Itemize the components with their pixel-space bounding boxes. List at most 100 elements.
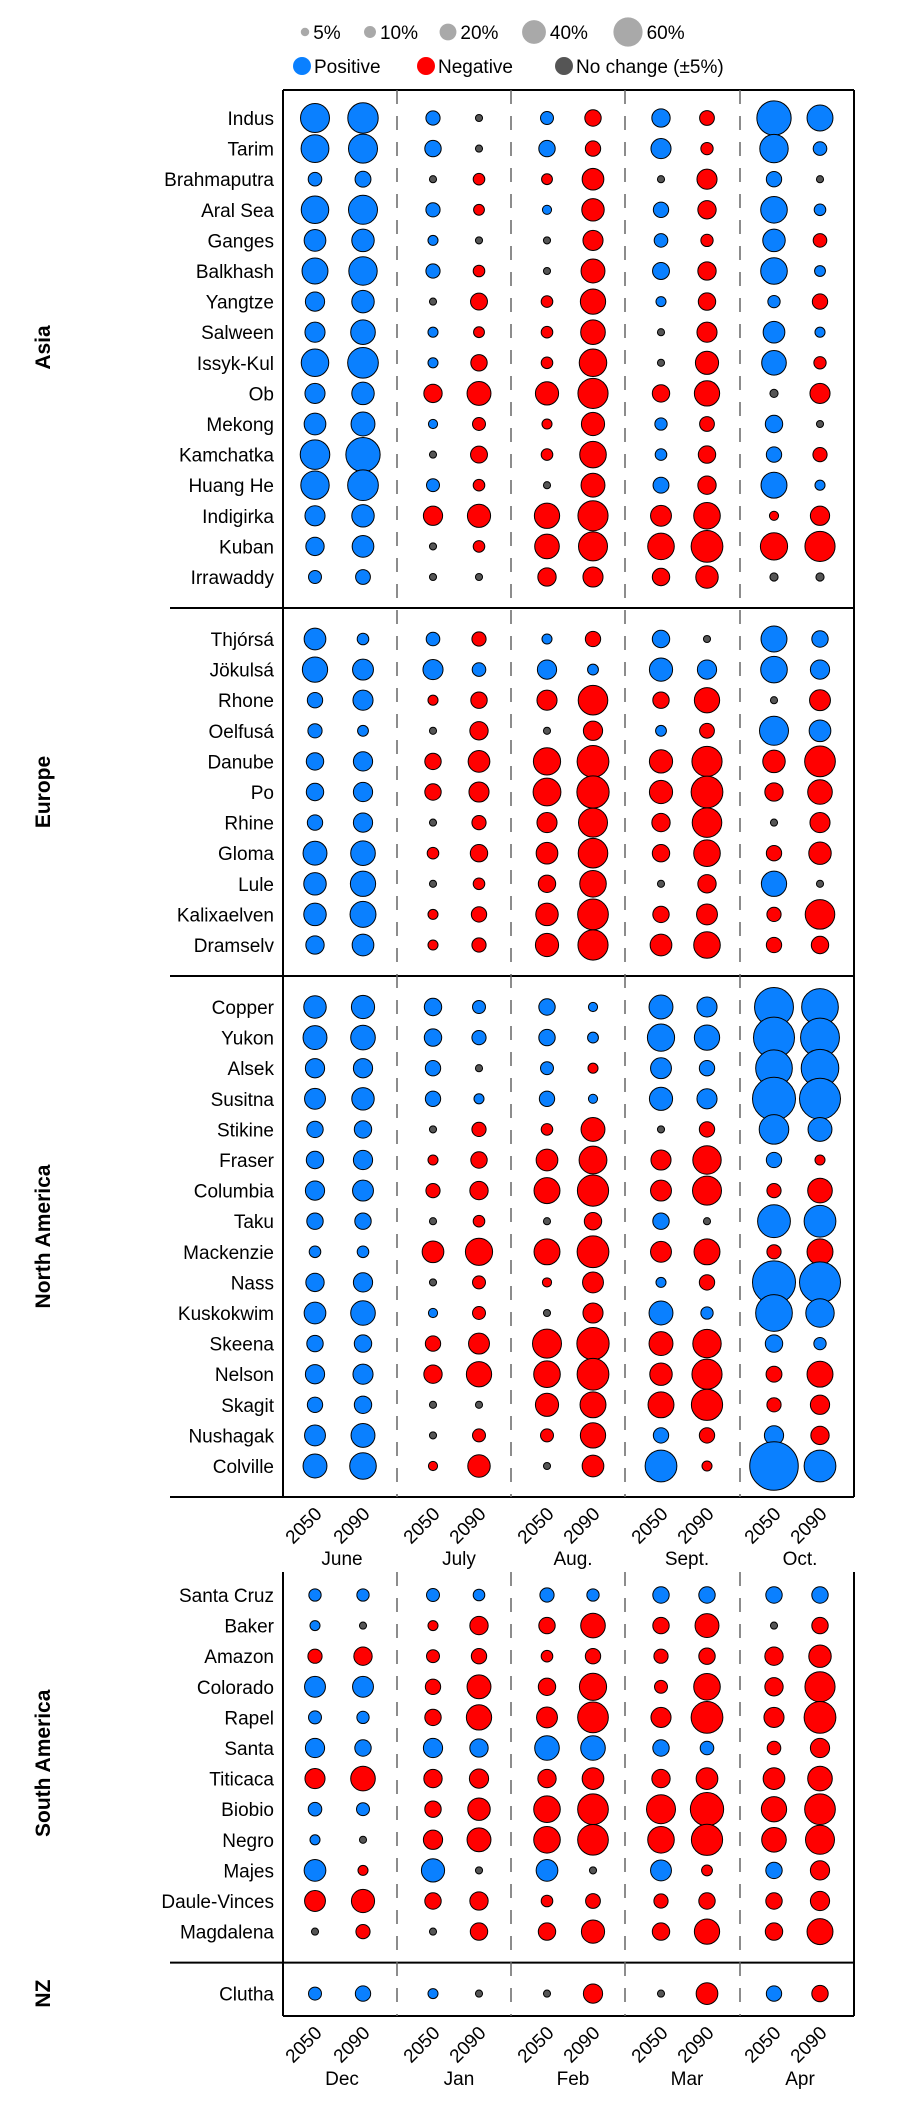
bubble: [759, 133, 789, 164]
bubble: [307, 1648, 323, 1664]
legend-size-swatch: [439, 23, 457, 41]
row-label: Colville: [213, 1457, 274, 1478]
bubble: [541, 633, 553, 645]
row-label: Fraser: [219, 1151, 275, 1172]
bubble: [693, 502, 721, 530]
bubble: [465, 1704, 493, 1731]
bubble: [576, 775, 610, 809]
bubble: [347, 102, 379, 134]
bubble: [693, 1673, 721, 1701]
bubble: [300, 470, 330, 500]
table-row: Thjórsá: [211, 625, 829, 653]
bubble: [470, 292, 488, 311]
bubble: [426, 846, 440, 860]
bubble: [766, 1182, 782, 1199]
bubble: [532, 747, 562, 776]
bubble: [472, 417, 486, 431]
bubble: [813, 203, 827, 217]
row-label: Oelfusá: [209, 722, 275, 743]
bubble: [577, 500, 609, 532]
bubble: [428, 450, 438, 459]
bubble: [427, 1620, 439, 1632]
bubble: [807, 1765, 833, 1792]
year-tick-label: 2090: [446, 1504, 491, 1549]
region-label: NZ: [32, 1979, 55, 2007]
year-tick-label: 2090: [787, 1504, 832, 1549]
bubble: [299, 439, 331, 470]
row-label: Ganges: [207, 231, 274, 252]
bubble: [579, 288, 607, 315]
bubble: [698, 1121, 716, 1138]
row-label: Huang He: [188, 476, 274, 497]
bubble: [350, 1765, 376, 1792]
row-label: Copper: [212, 998, 275, 1019]
bubble: [537, 874, 557, 893]
table-row: Tarim: [228, 133, 828, 164]
bubble: [356, 632, 370, 646]
bubble: [300, 103, 330, 133]
bubble: [350, 994, 376, 1020]
bubble: [541, 204, 553, 215]
table-row: Yangtze: [206, 288, 829, 315]
bubble: [471, 662, 487, 677]
bubble: [806, 1918, 834, 1946]
bubble: [428, 1400, 438, 1409]
bubble: [352, 1058, 374, 1079]
bubble: [653, 1893, 669, 1909]
region-label: South America: [32, 1689, 55, 1837]
bubble: [425, 110, 441, 126]
row-label: Daule-Vinces: [161, 1892, 274, 1913]
bubble: [580, 1919, 606, 1944]
bubble: [469, 721, 489, 741]
table-row: Mackenzie: [183, 1235, 834, 1269]
table-row: Colville: [213, 1441, 837, 1491]
year-tick-label: 2050: [514, 2023, 559, 2068]
bubble: [473, 326, 485, 339]
bubble: [806, 1238, 834, 1266]
bubble: [648, 749, 674, 774]
bubble: [647, 1826, 675, 1854]
table-row: Daule-Vinces: [161, 1888, 831, 1914]
bubble: [474, 1400, 484, 1409]
year-tick-label: 2050: [741, 1504, 786, 1549]
bubble: [350, 1422, 376, 1448]
month-label: Dec: [325, 2069, 359, 2090]
table-row: Stikine: [217, 1114, 833, 1145]
bubble: [697, 292, 717, 311]
bubble: [424, 1892, 442, 1910]
bubble: [466, 503, 492, 528]
year-tick-label: 2050: [400, 2023, 445, 2068]
legend-size-label: 40%: [550, 23, 588, 44]
row-label: Indigirka: [202, 507, 274, 528]
year-tick-label: 2050: [282, 2023, 327, 2068]
bubble: [428, 1927, 438, 1936]
bubble: [542, 266, 552, 276]
bubble: [646, 1794, 676, 1825]
row-label: Baker: [224, 1617, 274, 1638]
year-tick-label: 2050: [741, 2023, 786, 2068]
bubble: [700, 1306, 714, 1320]
bubble: [766, 1740, 782, 1756]
bubble: [423, 1028, 443, 1047]
bubble: [350, 411, 376, 437]
bubble: [581, 1454, 605, 1478]
bubble: [471, 1121, 487, 1138]
bubble: [768, 510, 780, 521]
bubble: [690, 530, 724, 563]
bubble: [653, 233, 669, 248]
bubble: [804, 745, 836, 778]
bubble: [576, 1235, 610, 1269]
bubble: [810, 1425, 830, 1446]
bubble: [472, 1588, 486, 1602]
bubble: [759, 715, 789, 746]
bubble: [422, 1737, 444, 1759]
chart-panels: Indus Tarim Brahmaputra Aral Sea Ganges Balkh…: [32, 89, 855, 2090]
bubble: [470, 1648, 488, 1665]
bubble: [542, 236, 552, 245]
bubble: [349, 900, 377, 928]
table-row: Salween: [201, 319, 826, 346]
bubble: [541, 173, 553, 186]
bubble: [648, 1331, 674, 1357]
bubble: [698, 1586, 716, 1604]
bubble: [542, 1461, 552, 1471]
